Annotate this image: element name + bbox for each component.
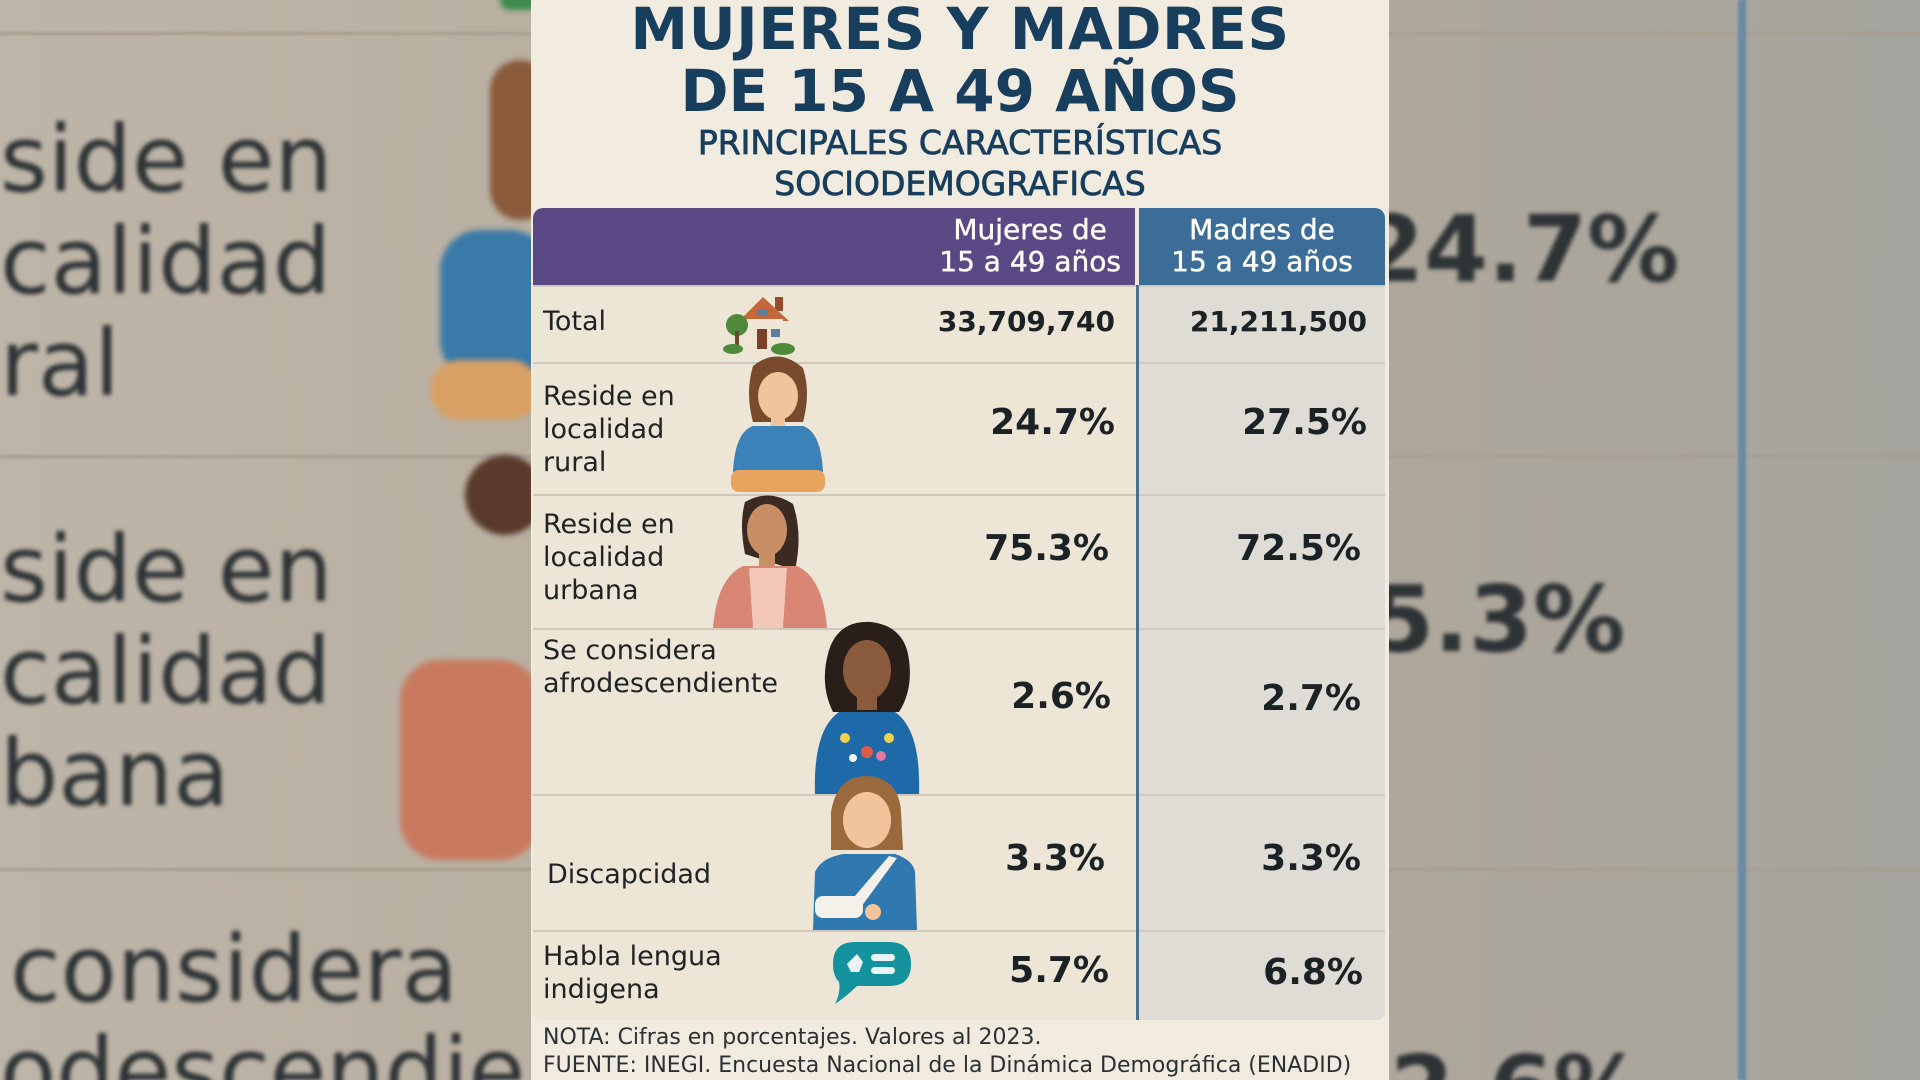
- row-label: Se considera afrodescendiente: [543, 634, 778, 700]
- header-madres-line2: 15 a 49 años: [1171, 245, 1353, 278]
- infographic-panel: MUJERES Y MADRES DE 15 A 49 AÑOS PRINCIP…: [531, 0, 1389, 1080]
- row-label-line: indigena: [543, 974, 660, 1005]
- title-line-2: DE 15 A 49 AÑOS: [680, 57, 1240, 125]
- house-icon: [723, 297, 795, 355]
- mujeres-rural-value: 24.7%: [990, 402, 1115, 443]
- row-label-line: Se considera: [543, 635, 717, 666]
- speech-bubble-icon: [833, 942, 911, 1004]
- bg-text: 2.6%: [1390, 1040, 1645, 1080]
- bg-text: calidad: [0, 618, 332, 725]
- row-separator: [533, 930, 1385, 932]
- bg-text: side en: [0, 516, 333, 623]
- madres-discapacidad-value: 3.3%: [1261, 838, 1361, 879]
- mujeres-afro-value: 2.6%: [1011, 676, 1111, 717]
- table-row-urbana: Reside en localidad urbana 75.3% 72.5%: [533, 494, 1385, 628]
- bg-text: calidad: [0, 208, 332, 315]
- mujeres-urbana-value: 75.3%: [984, 528, 1109, 569]
- title-line-1: MUJERES Y MADRES: [630, 0, 1290, 63]
- row-label: Reside en localidad urbana: [543, 508, 675, 607]
- bg-text: ral: [0, 310, 120, 417]
- table-row-total: Total 33,709,740 21,211,500: [533, 285, 1385, 362]
- row-label-line: Reside en: [543, 509, 675, 540]
- header-mujeres-label: Mujeres de 15 a 49 años: [939, 213, 1121, 278]
- mujeres-discapacidad-value: 3.3%: [1005, 838, 1105, 879]
- header-mujeres-line2: 15 a 49 años: [939, 245, 1121, 278]
- header-mujeres-line1: Mujeres de: [953, 213, 1107, 246]
- bg-text: 5.3%: [1370, 566, 1626, 673]
- bg-text: odescendie: [0, 1018, 526, 1080]
- woman-cardigan-icon: [713, 495, 827, 628]
- footnote-fuente: FUENTE: INEGI. Encuesta Nacional de la D…: [543, 1053, 1352, 1078]
- row-label-line: urbana: [543, 575, 639, 606]
- table-row-lengua-indigena: Habla lengua indigena 5.7% 6.8%: [533, 930, 1385, 1020]
- header-madres: Madres de 15 a 49 años: [1139, 208, 1385, 285]
- bg-column-divider: [1738, 0, 1746, 1080]
- bg-arms-blob: [430, 360, 540, 420]
- table-row-discapacidad: Discapcidad 3.3% 3.3%: [533, 776, 1385, 930]
- bg-text: side en: [0, 106, 333, 213]
- row-label-line: localidad: [543, 542, 665, 573]
- header-mujeres: Mujeres de 15 a 49 años: [533, 208, 1135, 285]
- row-label-line: Habla lengua: [543, 941, 722, 972]
- header-madres-line1: Madres de: [1189, 213, 1335, 246]
- data-table: Mujeres de 15 a 49 años Madres de 15 a 4…: [533, 208, 1385, 1020]
- row-label-line: afrodescendiente: [543, 668, 779, 699]
- row-separator: [533, 362, 1385, 364]
- bg-text: bana: [0, 720, 230, 827]
- mujeres-lengua-value: 5.7%: [1009, 950, 1109, 991]
- table-row-rural: Reside en localidad rural 24.7% 27.5%: [533, 356, 1385, 494]
- woman-blue-shirt-icon: [731, 356, 825, 492]
- column-madres-bg: [1139, 285, 1385, 1020]
- row-label: Discapcidad: [547, 859, 712, 890]
- afrodescendant-woman-icon: [814, 621, 920, 794]
- row-label-line: rural: [543, 447, 607, 478]
- row-separator: [533, 285, 1385, 287]
- bg-cardigan-blob: [400, 660, 540, 860]
- row-label: Reside en localidad rural: [543, 380, 675, 479]
- subtitle-line-2: SOCIODEMOGRAFICAS: [774, 164, 1146, 203]
- row-separator: [533, 628, 1385, 630]
- bg-text: considera: [10, 916, 458, 1023]
- mujeres-total-value: 33,709,740: [937, 305, 1115, 338]
- girl-arm-sling-icon: [813, 776, 917, 930]
- bg-tree-blob: [500, 0, 540, 10]
- table-row-afrodescendiente: Se considera afrodescendiente 2.6% 2.7%: [533, 621, 1385, 794]
- column-divider: [1136, 285, 1139, 1020]
- row-label-line: Reside en: [543, 381, 675, 412]
- header-madres-label: Madres de 15 a 49 años: [1139, 213, 1385, 278]
- bg-text: 24.7%: [1360, 196, 1680, 303]
- madres-afro-value: 2.7%: [1261, 678, 1361, 719]
- row-separator: [533, 794, 1385, 796]
- madres-lengua-value: 6.8%: [1263, 952, 1363, 993]
- footnote-nota: NOTA: Cifras en porcentajes. Valores al …: [543, 1025, 1042, 1050]
- row-separator: [533, 494, 1385, 496]
- madres-urbana-value: 72.5%: [1236, 528, 1361, 569]
- row-label: Habla lengua indigena: [543, 940, 722, 1006]
- madres-rural-value: 27.5%: [1242, 402, 1367, 443]
- subtitle-line-1: PRINCIPALES CARACTERÍSTICAS: [697, 123, 1223, 162]
- row-label: Total: [543, 306, 607, 337]
- row-label-line: localidad: [543, 414, 665, 445]
- madres-total-value: 21,211,500: [1189, 305, 1367, 338]
